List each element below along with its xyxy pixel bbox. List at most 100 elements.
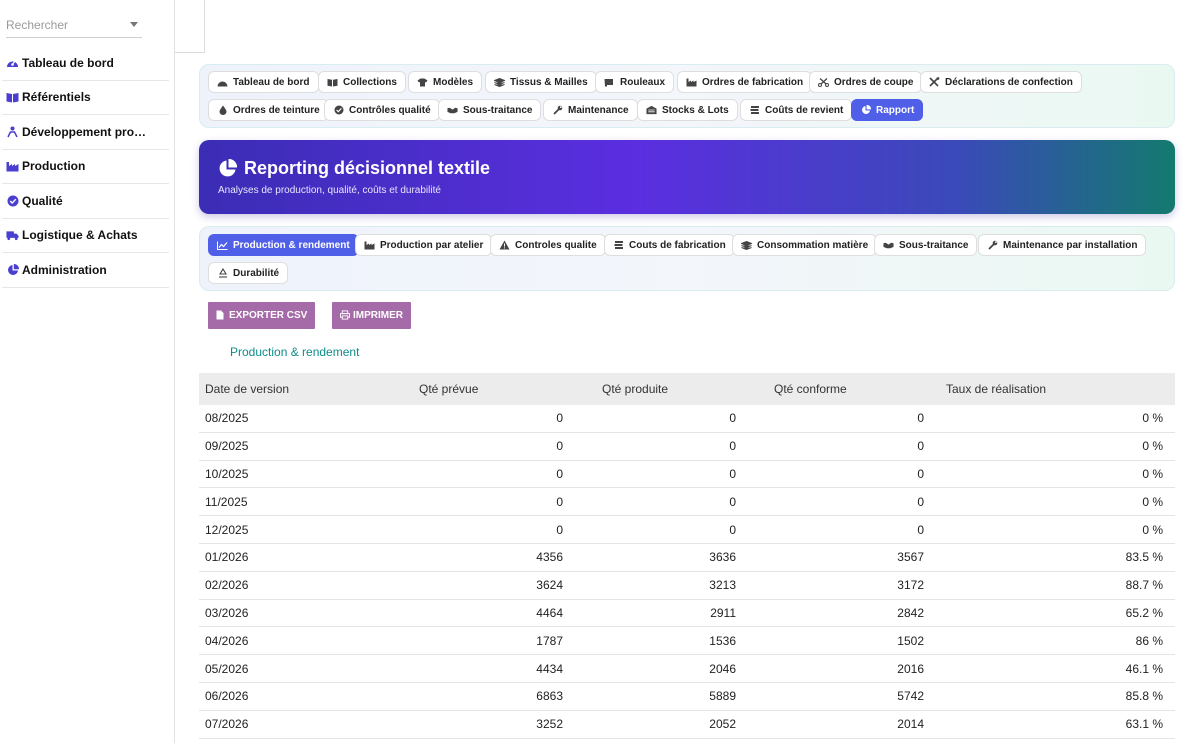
tab-rapport[interactable]: Rapport (851, 99, 924, 121)
table-cell: 10/2025 (205, 466, 249, 481)
column-header[interactable]: Qté conforme (774, 382, 847, 396)
table-cell: 65.2 % (1125, 605, 1163, 620)
column-header[interactable]: Qté produite (602, 382, 669, 396)
tab-sous-traitance-report[interactable]: Sous-traitance (874, 234, 978, 256)
table-cell: 0 % (1142, 411, 1163, 426)
table-row: 12/2025 0 0 0 0 % (199, 516, 1175, 544)
table-cell: 12/2025 (205, 522, 249, 537)
gauge-icon (217, 77, 228, 87)
column-header[interactable]: Qté prévue (419, 382, 479, 396)
sidebar-item-label: Tableau de bord (22, 55, 114, 70)
sidebar-item-qualite[interactable]: Qualité (2, 184, 169, 219)
sidebar-item-label: Administration (22, 262, 107, 277)
sidebar-item-tableau-de-bord[interactable]: Tableau de bord (2, 46, 169, 81)
table-cell: 02/2026 (205, 578, 249, 593)
tab-collections[interactable]: Collections (318, 71, 406, 93)
check-circle-icon (333, 105, 344, 115)
tab-production-rendement[interactable]: Production & rendement (208, 234, 359, 256)
table-cell: 0 (729, 466, 736, 481)
tab-durabilite[interactable]: Durabilité (208, 262, 289, 284)
tab-tissus-mailles[interactable]: Tissus & Mailles (485, 71, 597, 93)
table-cell: 0 (729, 439, 736, 454)
warehouse-icon (646, 105, 657, 115)
tab-ordres-de-teinture[interactable]: Ordres de teinture (208, 99, 329, 121)
sidebar-item-label: Qualité (22, 193, 63, 208)
export-csv-button[interactable]: EXPORTER CSV (208, 302, 316, 329)
table-cell: 09/2025 (205, 439, 249, 454)
table-cell: 0 (729, 494, 736, 509)
column-header[interactable]: Taux de réalisation (946, 382, 1047, 396)
table-cell: 01/2026 (205, 550, 249, 565)
tab-label: Tableau de bord (233, 76, 310, 88)
wrench-icon (552, 105, 563, 115)
table-cell: 08/2025 (205, 411, 249, 426)
table-cell: 0 (556, 439, 563, 454)
tab-label: Ordres de teinture (233, 104, 320, 116)
tab-consommation-matiere[interactable]: Consommation matière (732, 234, 878, 256)
table-cell: 0 (556, 522, 563, 537)
page-title: Reporting décisionnel textile (244, 158, 491, 178)
table-cell: 0 (917, 522, 924, 537)
table-cell: 0 (556, 411, 563, 426)
print-button[interactable]: IMPRIMER (332, 302, 411, 329)
people-icon (6, 126, 19, 138)
tab-maintenance[interactable]: Maintenance (543, 99, 638, 121)
droplet-icon (217, 105, 228, 115)
tab-couts-de-revient[interactable]: Coûts de revient (740, 99, 853, 121)
pie-chart-icon (218, 158, 238, 178)
tab-maintenance-par-installation[interactable]: Maintenance par installation (978, 234, 1147, 256)
tab-stocks-lots[interactable]: Stocks & Lots (637, 99, 738, 121)
tab-ordres-de-fabrication[interactable]: Ordres de fabrication (677, 71, 813, 93)
sidebar-item-referentiels[interactable]: Référentiels (2, 81, 169, 115)
search-box[interactable] (6, 14, 142, 38)
tab-controles-qualite-report[interactable]: Controles qualite (490, 234, 606, 256)
tab-tableau-de-bord[interactable]: Tableau de bord (208, 71, 319, 93)
table-cell: 0 (917, 466, 924, 481)
table-row: 11/2025 0 0 0 0 % (199, 488, 1175, 517)
report-table: Date de version Qté prévue Qté produite … (199, 373, 1175, 739)
tab-label: Maintenance par installation (1003, 239, 1138, 251)
tab-controles-qualite[interactable]: Contrôles qualité (324, 99, 440, 121)
tab-rouleaux[interactable]: Rouleaux (595, 71, 675, 93)
table-cell: 83.5 % (1125, 550, 1163, 565)
tab-production-par-atelier[interactable]: Production par atelier (355, 234, 493, 256)
tab-modeles[interactable]: Modèles (408, 71, 483, 93)
tab-label: Rapport (876, 104, 915, 116)
table-cell: 3213 (709, 578, 736, 593)
sidebar-item-administration[interactable]: Administration (2, 253, 169, 288)
sidebar-item-developpement-produit[interactable]: Développement produit (2, 115, 169, 150)
tab-sous-traitance[interactable]: Sous-traitance (438, 99, 542, 121)
column-header[interactable]: Date de version (205, 382, 290, 396)
chevron-down-icon[interactable] (130, 22, 138, 27)
table-cell: 2911 (710, 605, 736, 620)
line-chart-icon (217, 240, 228, 250)
tab-label: Modèles (433, 76, 474, 88)
tab-ordres-de-coupe[interactable]: Ordres de coupe (809, 71, 923, 93)
scissors-icon (818, 77, 829, 87)
table-cell: 63.1 % (1125, 717, 1163, 732)
table-cell: 4434 (536, 661, 563, 676)
tab-label: Controles qualite (515, 239, 597, 251)
sidebar: Tableau de bord Référentiels Développeme… (0, 0, 175, 743)
sidebar-item-production[interactable]: Production (2, 150, 169, 184)
warning-icon (499, 240, 510, 250)
button-label: EXPORTER CSV (229, 310, 308, 321)
sidebar-item-label: Production (22, 159, 86, 174)
table-cell: 0 (729, 411, 736, 426)
handshake-icon (883, 240, 894, 250)
coins-icon (613, 240, 624, 250)
tab-declarations-de-confection[interactable]: Déclarations de confection (920, 71, 1082, 93)
table-cell: 03/2026 (205, 605, 249, 620)
tab-couts-de-fabrication[interactable]: Couts de fabrication (604, 234, 735, 256)
tab-label: Maintenance (568, 104, 629, 116)
coins-icon (749, 105, 760, 115)
table-cell: 5742 (897, 689, 924, 704)
search-input[interactable] (6, 14, 124, 36)
tab-label: Collections (343, 76, 397, 88)
table-body: 08/2025 0 0 0 0 % 09/2025 0 0 0 0 % 10/2025 0 0 0 0 % 1… (199, 405, 1175, 739)
shirt-icon (417, 77, 428, 87)
table-cell: 0 (917, 439, 924, 454)
sidebar-item-logistique-achats[interactable]: Logistique & Achats (2, 219, 169, 253)
check-circle-icon (6, 195, 19, 207)
table-row: 08/2025 0 0 0 0 % (199, 405, 1175, 433)
